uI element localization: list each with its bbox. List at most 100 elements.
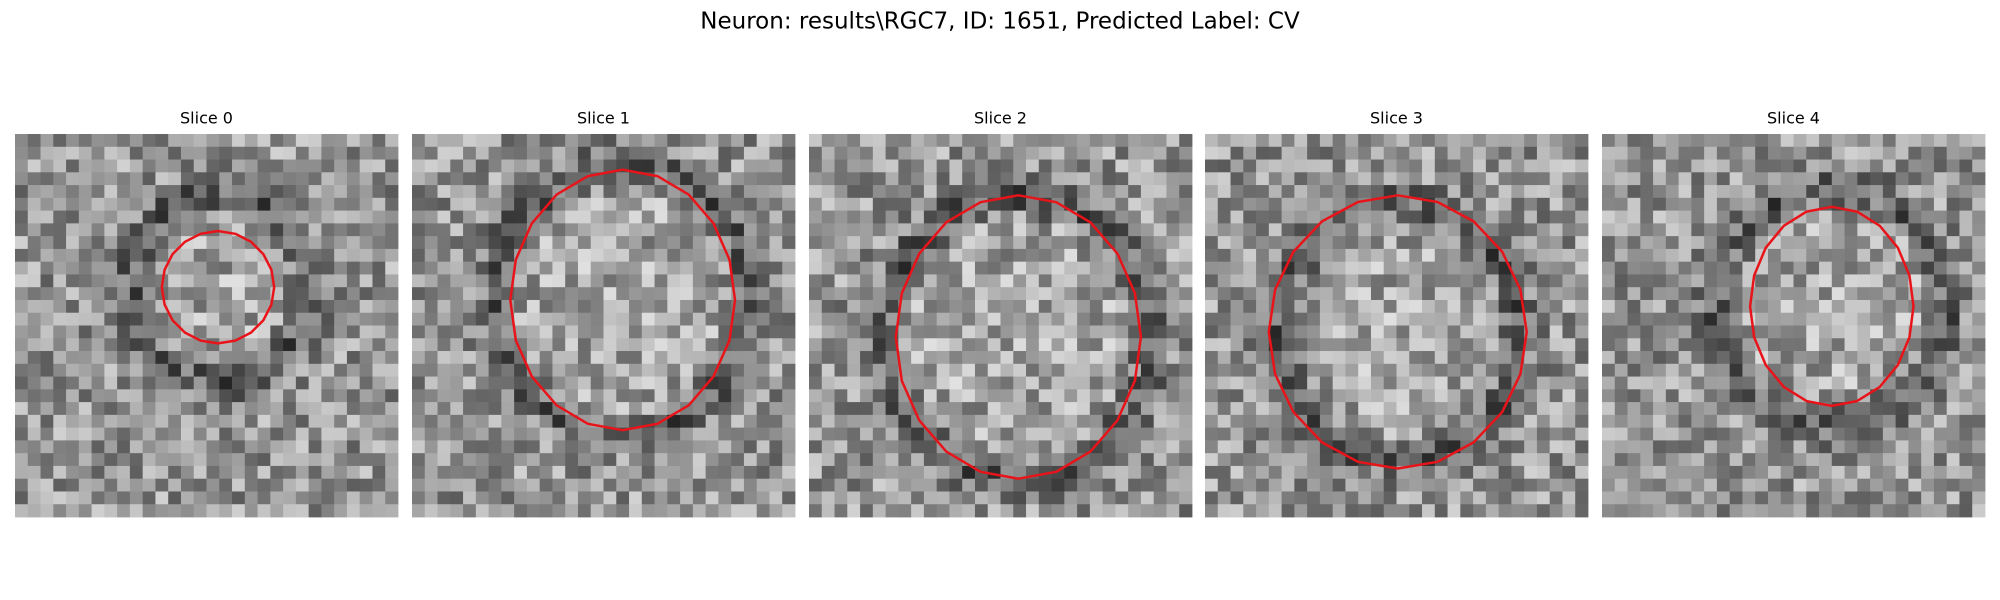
pixel <box>142 427 156 441</box>
pixel <box>359 338 373 352</box>
pixel <box>501 402 515 416</box>
pixel <box>1678 376 1692 390</box>
pixel <box>1345 299 1359 314</box>
pixel <box>424 363 438 377</box>
pixel <box>1972 248 1986 263</box>
pixel <box>463 159 477 173</box>
pixel <box>15 453 29 467</box>
pixel <box>1230 491 1244 505</box>
pixel <box>1562 414 1576 429</box>
pixel <box>552 134 566 148</box>
pixel <box>1243 402 1257 416</box>
pixel <box>1128 440 1142 454</box>
pixel <box>1895 312 1909 326</box>
pixel <box>206 185 220 199</box>
pixel <box>219 504 233 518</box>
pixel <box>257 325 271 339</box>
pixel <box>860 299 874 314</box>
pixel <box>283 236 297 250</box>
pixel <box>1921 440 1935 454</box>
pixel <box>565 453 579 467</box>
pixel <box>949 478 963 492</box>
pixel <box>283 440 297 454</box>
pixel <box>1653 197 1667 211</box>
pixel <box>1831 287 1845 301</box>
pixel <box>705 402 719 416</box>
pixel <box>53 287 67 301</box>
pixel <box>321 159 335 173</box>
pixel <box>1959 159 1973 173</box>
pixel <box>1729 440 1743 454</box>
pixel <box>1205 197 1219 211</box>
pixel <box>1205 338 1219 352</box>
pixel <box>321 197 335 211</box>
pixel <box>1460 287 1474 301</box>
pixel <box>1140 159 1155 173</box>
pixel <box>1946 376 1960 390</box>
pixel <box>168 478 182 492</box>
pixel <box>514 134 528 148</box>
pixel <box>692 159 707 173</box>
pixel <box>40 478 54 492</box>
pixel <box>1704 351 1718 365</box>
pixel <box>1819 223 1833 237</box>
pixel <box>1319 478 1334 492</box>
pixel <box>104 351 118 365</box>
pixel <box>1422 414 1436 429</box>
pixel <box>1396 478 1410 492</box>
pixel <box>206 172 220 186</box>
pixel <box>1870 287 1884 301</box>
pixel <box>565 504 579 518</box>
pixel <box>1678 197 1692 211</box>
pixel <box>270 197 284 211</box>
pixel <box>1819 351 1833 365</box>
pixel <box>1536 159 1551 173</box>
pixel <box>1473 185 1487 199</box>
pixel <box>1473 287 1487 301</box>
pixel <box>1844 210 1858 224</box>
pixel <box>1614 465 1628 480</box>
pixel <box>180 197 195 211</box>
pixel <box>437 312 451 326</box>
pixel <box>1959 491 1973 505</box>
pixel <box>860 338 874 352</box>
pixel <box>104 197 118 211</box>
pixel <box>616 414 630 429</box>
pixel <box>1281 197 1295 211</box>
pixel <box>1140 223 1155 237</box>
pixel <box>1051 351 1065 365</box>
pixel <box>1844 504 1858 518</box>
pixel <box>809 134 823 148</box>
pixel <box>1064 402 1078 416</box>
pixel <box>1281 172 1295 186</box>
pixel <box>1153 172 1167 186</box>
pixel <box>1281 465 1295 480</box>
pixel <box>821 159 835 173</box>
pixel <box>1933 338 1948 352</box>
pixel <box>1102 427 1116 441</box>
pixel <box>385 134 399 148</box>
pixel <box>1780 389 1794 403</box>
pixel <box>1089 351 1104 365</box>
pixel <box>1793 504 1807 518</box>
pixel <box>1780 287 1794 301</box>
pixel <box>821 134 835 148</box>
pixel <box>450 453 464 467</box>
pixel <box>295 402 310 416</box>
pixel <box>1256 261 1270 275</box>
pixel <box>1358 351 1372 365</box>
pixel <box>257 274 271 288</box>
pixel <box>962 504 976 518</box>
pixel <box>756 146 770 160</box>
pixel <box>1857 376 1871 390</box>
pixel <box>1524 146 1538 160</box>
pixel <box>1524 338 1538 352</box>
pixel <box>1256 414 1270 429</box>
pixel <box>1562 427 1576 441</box>
pixel <box>1653 185 1667 199</box>
pixel <box>1332 351 1346 365</box>
pixel <box>270 338 284 352</box>
pixel <box>385 338 399 352</box>
pixel <box>1562 376 1576 390</box>
pixel <box>718 299 732 314</box>
